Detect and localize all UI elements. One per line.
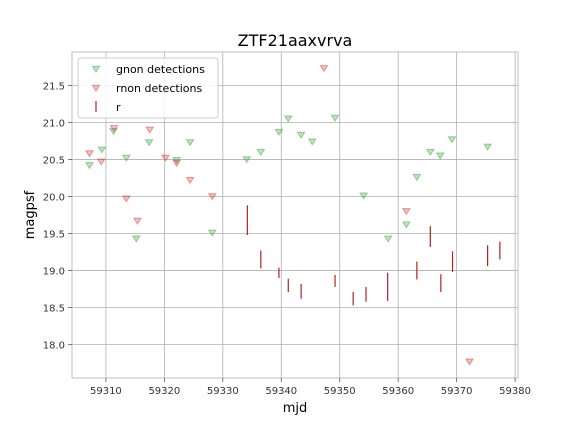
upper-limit-marker (319, 65, 329, 73)
x-tick-label: 59310 (90, 386, 122, 397)
upper-limit-marker (307, 138, 317, 146)
upper-limit-marker (144, 139, 154, 147)
upper-limit-marker (274, 128, 284, 137)
upper-limit-marker (132, 217, 142, 225)
upper-limit-marker (207, 193, 217, 201)
legend-item-gnon: gnon detections (91, 63, 205, 76)
x-tick-label: 59340 (265, 386, 297, 397)
y-axis-ticks: 18.0 18.5 19.0 19.5 20.0 20.5 21.0 21.5 (43, 81, 72, 352)
upper-limit-marker (85, 150, 95, 158)
legend-label-r: r (116, 101, 121, 114)
upper-limit-marker (96, 158, 106, 166)
data-marks (85, 65, 501, 366)
upper-limit-marker (172, 159, 182, 168)
upper-limit-marker (109, 125, 119, 133)
upper-limit-marker (296, 131, 306, 139)
legend-label-gnon: gnon detections (116, 63, 205, 76)
grid (72, 52, 518, 378)
upper-limit-marker (207, 229, 217, 237)
y-axis-label: magpsf (23, 190, 38, 239)
chart-title: ZTF21aaxvrva (238, 31, 353, 50)
x-tick-label: 59320 (148, 386, 180, 397)
series-gnon-detections (85, 114, 493, 243)
upper-limit-marker (97, 146, 107, 154)
y-tick-label: 21.5 (43, 81, 65, 92)
upper-limit-marker (121, 154, 131, 162)
x-tick-label: 59370 (441, 386, 473, 397)
x-tick-label: 59350 (324, 386, 356, 397)
x-axis-ticks: 59310 59320 59330 59340 59350 59360 59370 59380 (90, 378, 531, 397)
upper-limit-marker (108, 128, 119, 136)
upper-limit-marker (185, 176, 195, 185)
upper-limit-marker (401, 208, 411, 216)
upper-limit-marker (185, 139, 195, 147)
upper-limit-marker (447, 136, 457, 144)
x-tick-label: 59330 (207, 386, 239, 397)
upper-limit-marker (85, 162, 95, 170)
upper-limit-marker (464, 358, 474, 366)
upper-limit-marker (283, 115, 293, 123)
upper-limit-marker (256, 148, 266, 157)
legend-item-rnon: rnon detections (91, 82, 202, 95)
upper-limit-marker (412, 174, 422, 182)
y-tick-label: 18.5 (43, 304, 65, 315)
series-rnon-detections (85, 65, 474, 366)
upper-limit-marker (330, 114, 340, 122)
y-tick-label: 19.5 (43, 230, 65, 241)
upper-limit-marker (425, 148, 435, 157)
upper-limit-marker (383, 235, 393, 243)
legend-item-r: r (95, 101, 121, 114)
upper-limit-marker (435, 152, 445, 160)
upper-limit-marker (121, 195, 131, 203)
y-tick-label: 19.0 (43, 267, 65, 278)
upper-limit-marker (242, 156, 252, 164)
y-tick-label: 20.0 (43, 192, 65, 203)
legend-box (77, 57, 219, 119)
upper-limit-marker (483, 143, 493, 151)
plot-frame (71, 51, 519, 379)
upper-limit-marker (161, 154, 171, 162)
y-tick-label: 20.5 (43, 155, 65, 166)
x-tick-label: 59360 (382, 386, 414, 397)
series-r (246, 205, 501, 306)
legend-label-rnon: rnon detections (116, 82, 202, 95)
y-tick-label: 18.0 (43, 341, 65, 352)
upper-limit-marker (131, 235, 141, 243)
upper-limit-marker (172, 156, 182, 165)
legend-marker-rnon (91, 84, 101, 93)
x-tick-label: 59380 (499, 386, 531, 397)
upper-limit-marker (145, 126, 155, 134)
upper-limit-marker (359, 192, 369, 200)
legend-marker-gnon (91, 65, 101, 74)
legend: gnon detections rnon detections r (77, 57, 219, 119)
y-tick-label: 21.0 (43, 118, 65, 129)
x-axis-label: mjd (283, 401, 308, 416)
upper-limit-marker (401, 221, 411, 229)
